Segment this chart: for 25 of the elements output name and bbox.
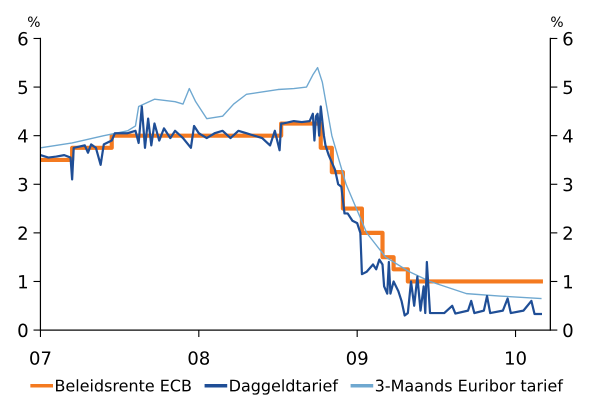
line-series [40,66,542,300]
y2-tick-label: 1 [564,275,572,288]
y2-tick-label: 3 [564,178,572,192]
y-tick-label: 3 [18,178,28,192]
y2-axis-title: % [551,16,563,28]
y2-tick-label: 0 [563,324,572,338]
legend-label: Beleidsrente ECB [56,379,191,392]
x-tick-label: 10 [506,351,526,365]
y2-tick-label: 2 [564,226,572,240]
y2-tick-label: 6 [563,32,573,46]
legend-label: Daggeldtarief [230,379,338,395]
line-series [40,105,542,317]
y2-tick-label: 5 [564,80,572,94]
y-tick-label: 6 [18,32,28,46]
legend-label: 3-Maands Euribor tarief [376,379,564,392]
y-tick-label: 1 [19,275,27,288]
x-tick-label: 09 [346,351,368,365]
y2-tick-label: 4 [563,129,573,143]
y-tick-label: 0 [18,324,28,338]
x-tick-label: 08 [188,351,210,365]
x-tick-label: 07 [30,351,50,365]
y-tick-label: 2 [18,226,27,240]
y-axis-title: % [28,16,40,28]
y-tick-label: 5 [18,80,28,94]
y-tick-label: 4 [18,129,28,143]
